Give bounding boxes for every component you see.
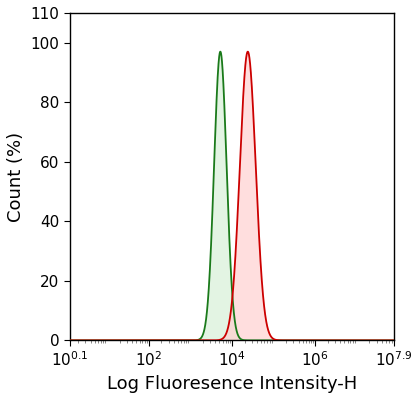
X-axis label: Log Fluoresence Intensity-H: Log Fluoresence Intensity-H: [107, 375, 357, 393]
Y-axis label: Count (%): Count (%): [7, 132, 25, 222]
